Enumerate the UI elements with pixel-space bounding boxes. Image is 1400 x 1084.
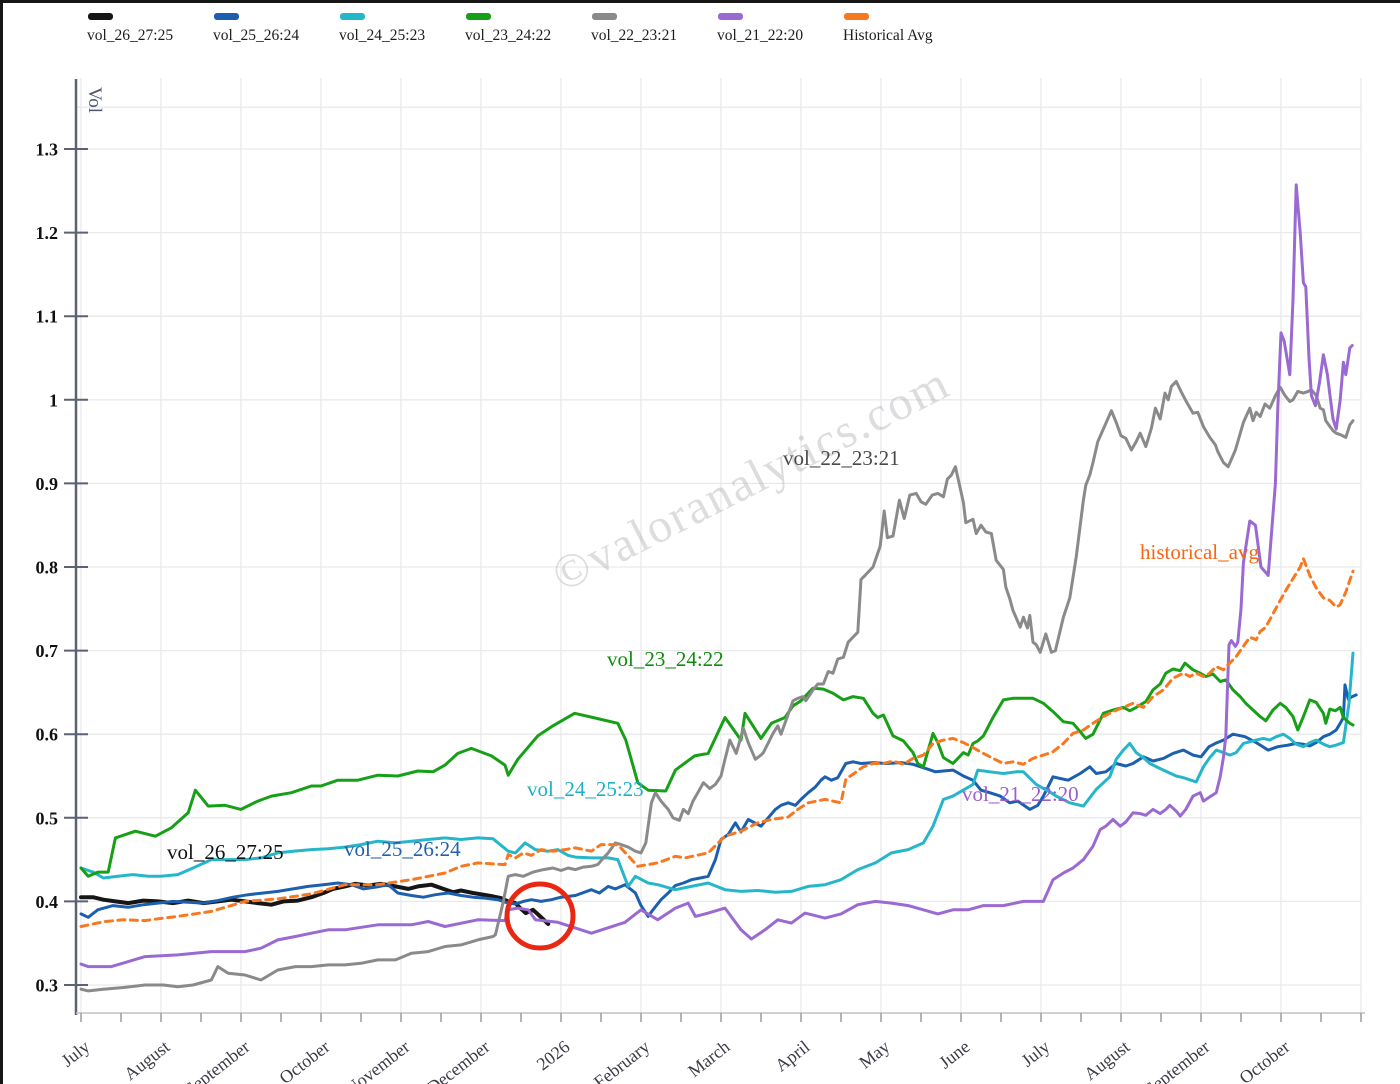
legend-swatch-vol-25-26 bbox=[214, 13, 239, 20]
series-line-vol_22_23_21 bbox=[79, 379, 1355, 993]
legend-item-historical-avg[interactable]: Historical Avg bbox=[843, 9, 969, 45]
legend-label: vol_26_27:25 bbox=[87, 27, 174, 44]
legend-label: vol_21_22:20 bbox=[717, 27, 804, 44]
watermark-text: ©valoranalytics.com bbox=[544, 356, 959, 602]
legend-item-vol-22-23[interactable]: vol_22_23:21 bbox=[591, 9, 717, 45]
x-tick-label: March bbox=[684, 1036, 733, 1081]
series-label-vol-22-23: vol_22_23:21 bbox=[783, 446, 900, 470]
highlight-circle-annotation bbox=[504, 881, 576, 951]
legend-swatch-vol-23-24 bbox=[466, 13, 491, 20]
legend-swatch-vol-22-23 bbox=[592, 13, 617, 20]
annotation-layer: vol_26_27:25 vol_25_26:24 vol_24_25:23 v… bbox=[167, 446, 1259, 951]
y-tick-label: 0.5 bbox=[36, 808, 59, 828]
series-line-vol_24_25_23 bbox=[79, 651, 1355, 894]
x-tick-label: October bbox=[275, 1036, 333, 1084]
legend-swatch-historical-avg bbox=[844, 13, 869, 20]
legend-item-vol-21-22[interactable]: vol_21_22:20 bbox=[717, 9, 843, 45]
x-tick-label: May bbox=[855, 1036, 893, 1072]
legend-swatch-vol-24-25 bbox=[340, 13, 365, 20]
legend: vol_26_27:25 vol_25_26:24 vol_24_25:23 v… bbox=[87, 9, 969, 45]
legend-item-vol-25-26[interactable]: vol_25_26:24 bbox=[213, 9, 339, 45]
x-tick-label: September bbox=[1140, 1036, 1213, 1084]
legend-label: vol_24_25:23 bbox=[339, 27, 426, 44]
x-tick-label: November bbox=[341, 1036, 413, 1084]
x-tick-label: 2026 bbox=[533, 1036, 574, 1074]
series-line-vol_25_26_24 bbox=[79, 683, 1358, 919]
legend-item-vol-26-27[interactable]: vol_26_27:25 bbox=[87, 9, 213, 45]
y-tick-label: 1 bbox=[49, 390, 58, 410]
series-line-vol_23_24_22 bbox=[79, 661, 1355, 878]
x-tick-label: August bbox=[1080, 1036, 1133, 1084]
series-layer bbox=[79, 183, 1358, 993]
series-label-vol-24-25: vol_24_25:23 bbox=[527, 777, 644, 801]
y-tick-label: 1.2 bbox=[36, 223, 59, 243]
x-tick-label: April bbox=[771, 1036, 813, 1075]
legend-label: vol_23_24:22 bbox=[465, 27, 552, 44]
series-label-vol-23-24: vol_23_24:22 bbox=[607, 647, 724, 671]
legend-item-vol-24-25[interactable]: vol_24_25:23 bbox=[339, 9, 465, 45]
y-tick-label: 0.6 bbox=[36, 725, 59, 745]
grid-layer bbox=[77, 78, 1362, 1013]
legend-label: vol_25_26:24 bbox=[213, 27, 300, 44]
x-tick-label: July bbox=[1017, 1036, 1053, 1070]
x-tick-label: February bbox=[590, 1036, 654, 1084]
y-tick-label: 0.8 bbox=[36, 558, 59, 578]
y-tick-label: 0.4 bbox=[36, 892, 59, 912]
series-label-historical-avg: historical_avg bbox=[1140, 540, 1259, 564]
legend-swatch-vol-21-22 bbox=[718, 13, 743, 20]
series-line-historical_avg bbox=[79, 557, 1355, 928]
legend-item-vol-23-24[interactable]: vol_23_24:22 bbox=[465, 9, 591, 45]
y-tick-label: 0.7 bbox=[36, 641, 59, 661]
y-tick-label: 0.9 bbox=[36, 474, 59, 494]
x-tick-label: September bbox=[180, 1036, 253, 1084]
axis-layer: 1.3 1.2 1.1 1 0.9 0.8 0.7 0.6 0.5 0.4 0.3 July Augus… bbox=[36, 79, 1365, 1084]
volatility-line-chart: 1.3 1.2 1.1 1 0.9 0.8 0.7 0.6 0.5 0.4 0.3 July Augus… bbox=[36, 78, 1365, 1084]
x-tick-label: December bbox=[423, 1036, 494, 1084]
y-tick-label: 1.1 bbox=[36, 307, 59, 327]
y-tick-label: 1.3 bbox=[36, 140, 59, 160]
series-label-vol-21-22: vol_21_22:20 bbox=[962, 782, 1079, 806]
y-axis-title: Vol bbox=[84, 87, 105, 113]
x-tick-label: June bbox=[935, 1036, 973, 1072]
legend-label: vol_22_23:21 bbox=[591, 27, 678, 44]
series-label-vol-26-27: vol_26_27:25 bbox=[167, 840, 284, 864]
y-tick-label: 0.3 bbox=[36, 976, 59, 996]
x-tick-label: October bbox=[1235, 1036, 1293, 1084]
x-tick-label: July bbox=[57, 1036, 93, 1070]
legend-label: Historical Avg bbox=[843, 27, 933, 44]
x-tick-label: August bbox=[120, 1036, 173, 1084]
series-label-vol-25-26: vol_25_26:24 bbox=[344, 837, 461, 861]
legend-swatch-vol-26-27 bbox=[88, 13, 113, 20]
